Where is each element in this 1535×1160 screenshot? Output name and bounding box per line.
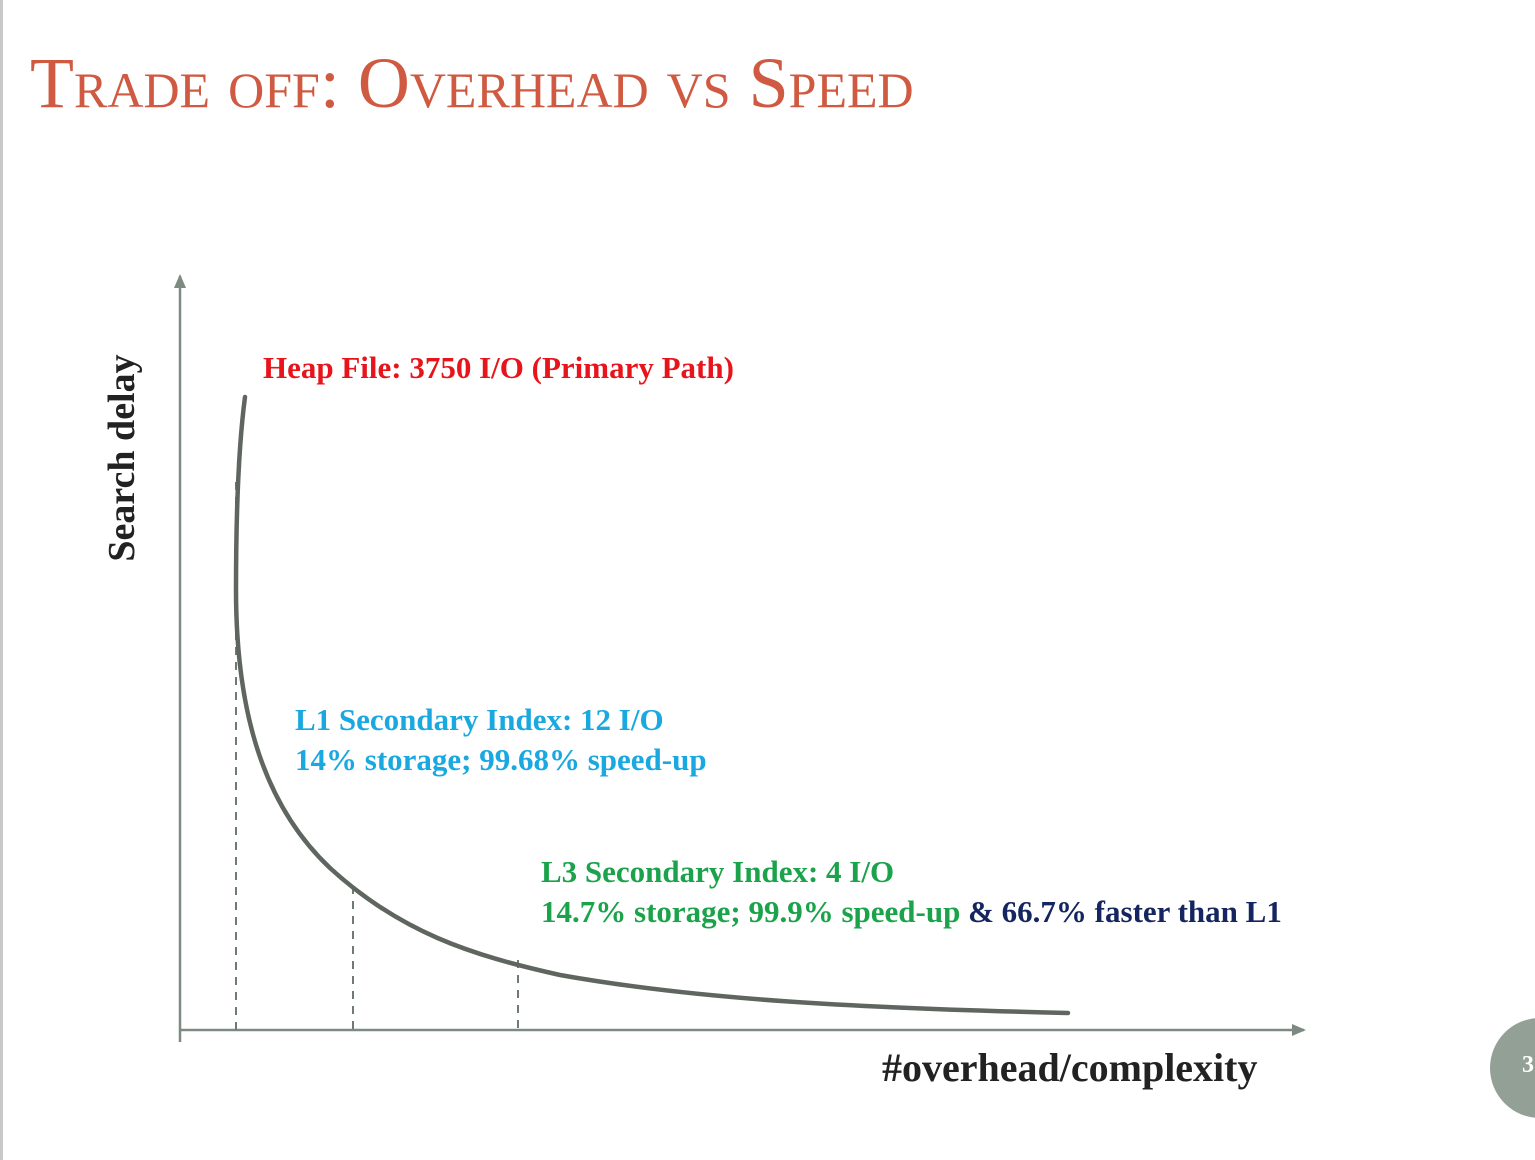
slide-title: Trade off: Overhead vs Speed: [30, 43, 914, 123]
l3-index-annotation: L3 Secondary Index: 4 I/O 14.7% storage;…: [541, 852, 1282, 932]
l1-index-annotation: L1 Secondary Index: 12 I/O 14% storage; …: [295, 700, 707, 780]
slide-left-border: [0, 0, 3, 1160]
l3-faster-than-l1: & 66.7% faster than L1: [960, 894, 1282, 929]
tradeoff-curve: [233, 394, 1071, 1016]
page-number: 3: [1522, 1052, 1534, 1078]
l3-index-title: L3 Secondary Index: 4 I/O: [541, 854, 895, 889]
l3-index-stats-text: 14.7% storage; 99.9% speed-up: [541, 894, 961, 929]
heap-file-annotation: Heap File: 3750 I/O (Primary Path): [263, 350, 734, 385]
l1-index-title: L1 Secondary Index: 12 I/O: [295, 702, 664, 737]
l3-index-stats: 14.7% storage; 99.9% speed-up & 66.7% fa…: [541, 892, 1282, 932]
l1-index-stats: 14% storage; 99.68% speed-up: [295, 742, 707, 777]
y-axis-label-text: Search delay: [101, 354, 143, 562]
x-axis-label: #overhead/complexity: [882, 1045, 1258, 1090]
